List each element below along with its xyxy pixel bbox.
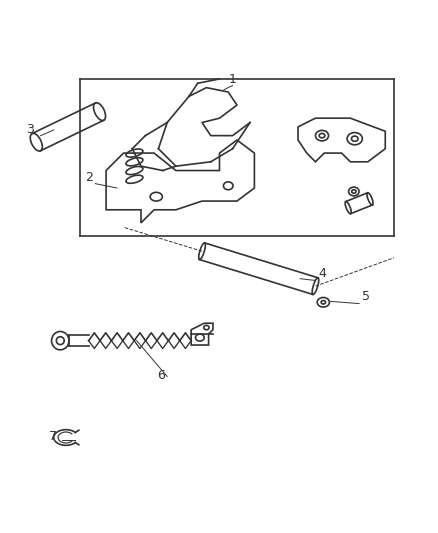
Text: 2: 2 (85, 172, 92, 184)
Text: 7: 7 (49, 430, 57, 443)
Text: 3: 3 (26, 124, 34, 136)
Text: 6: 6 (156, 369, 164, 382)
Text: 1: 1 (228, 73, 236, 86)
Text: 5: 5 (361, 290, 369, 303)
Text: 4: 4 (318, 268, 325, 280)
